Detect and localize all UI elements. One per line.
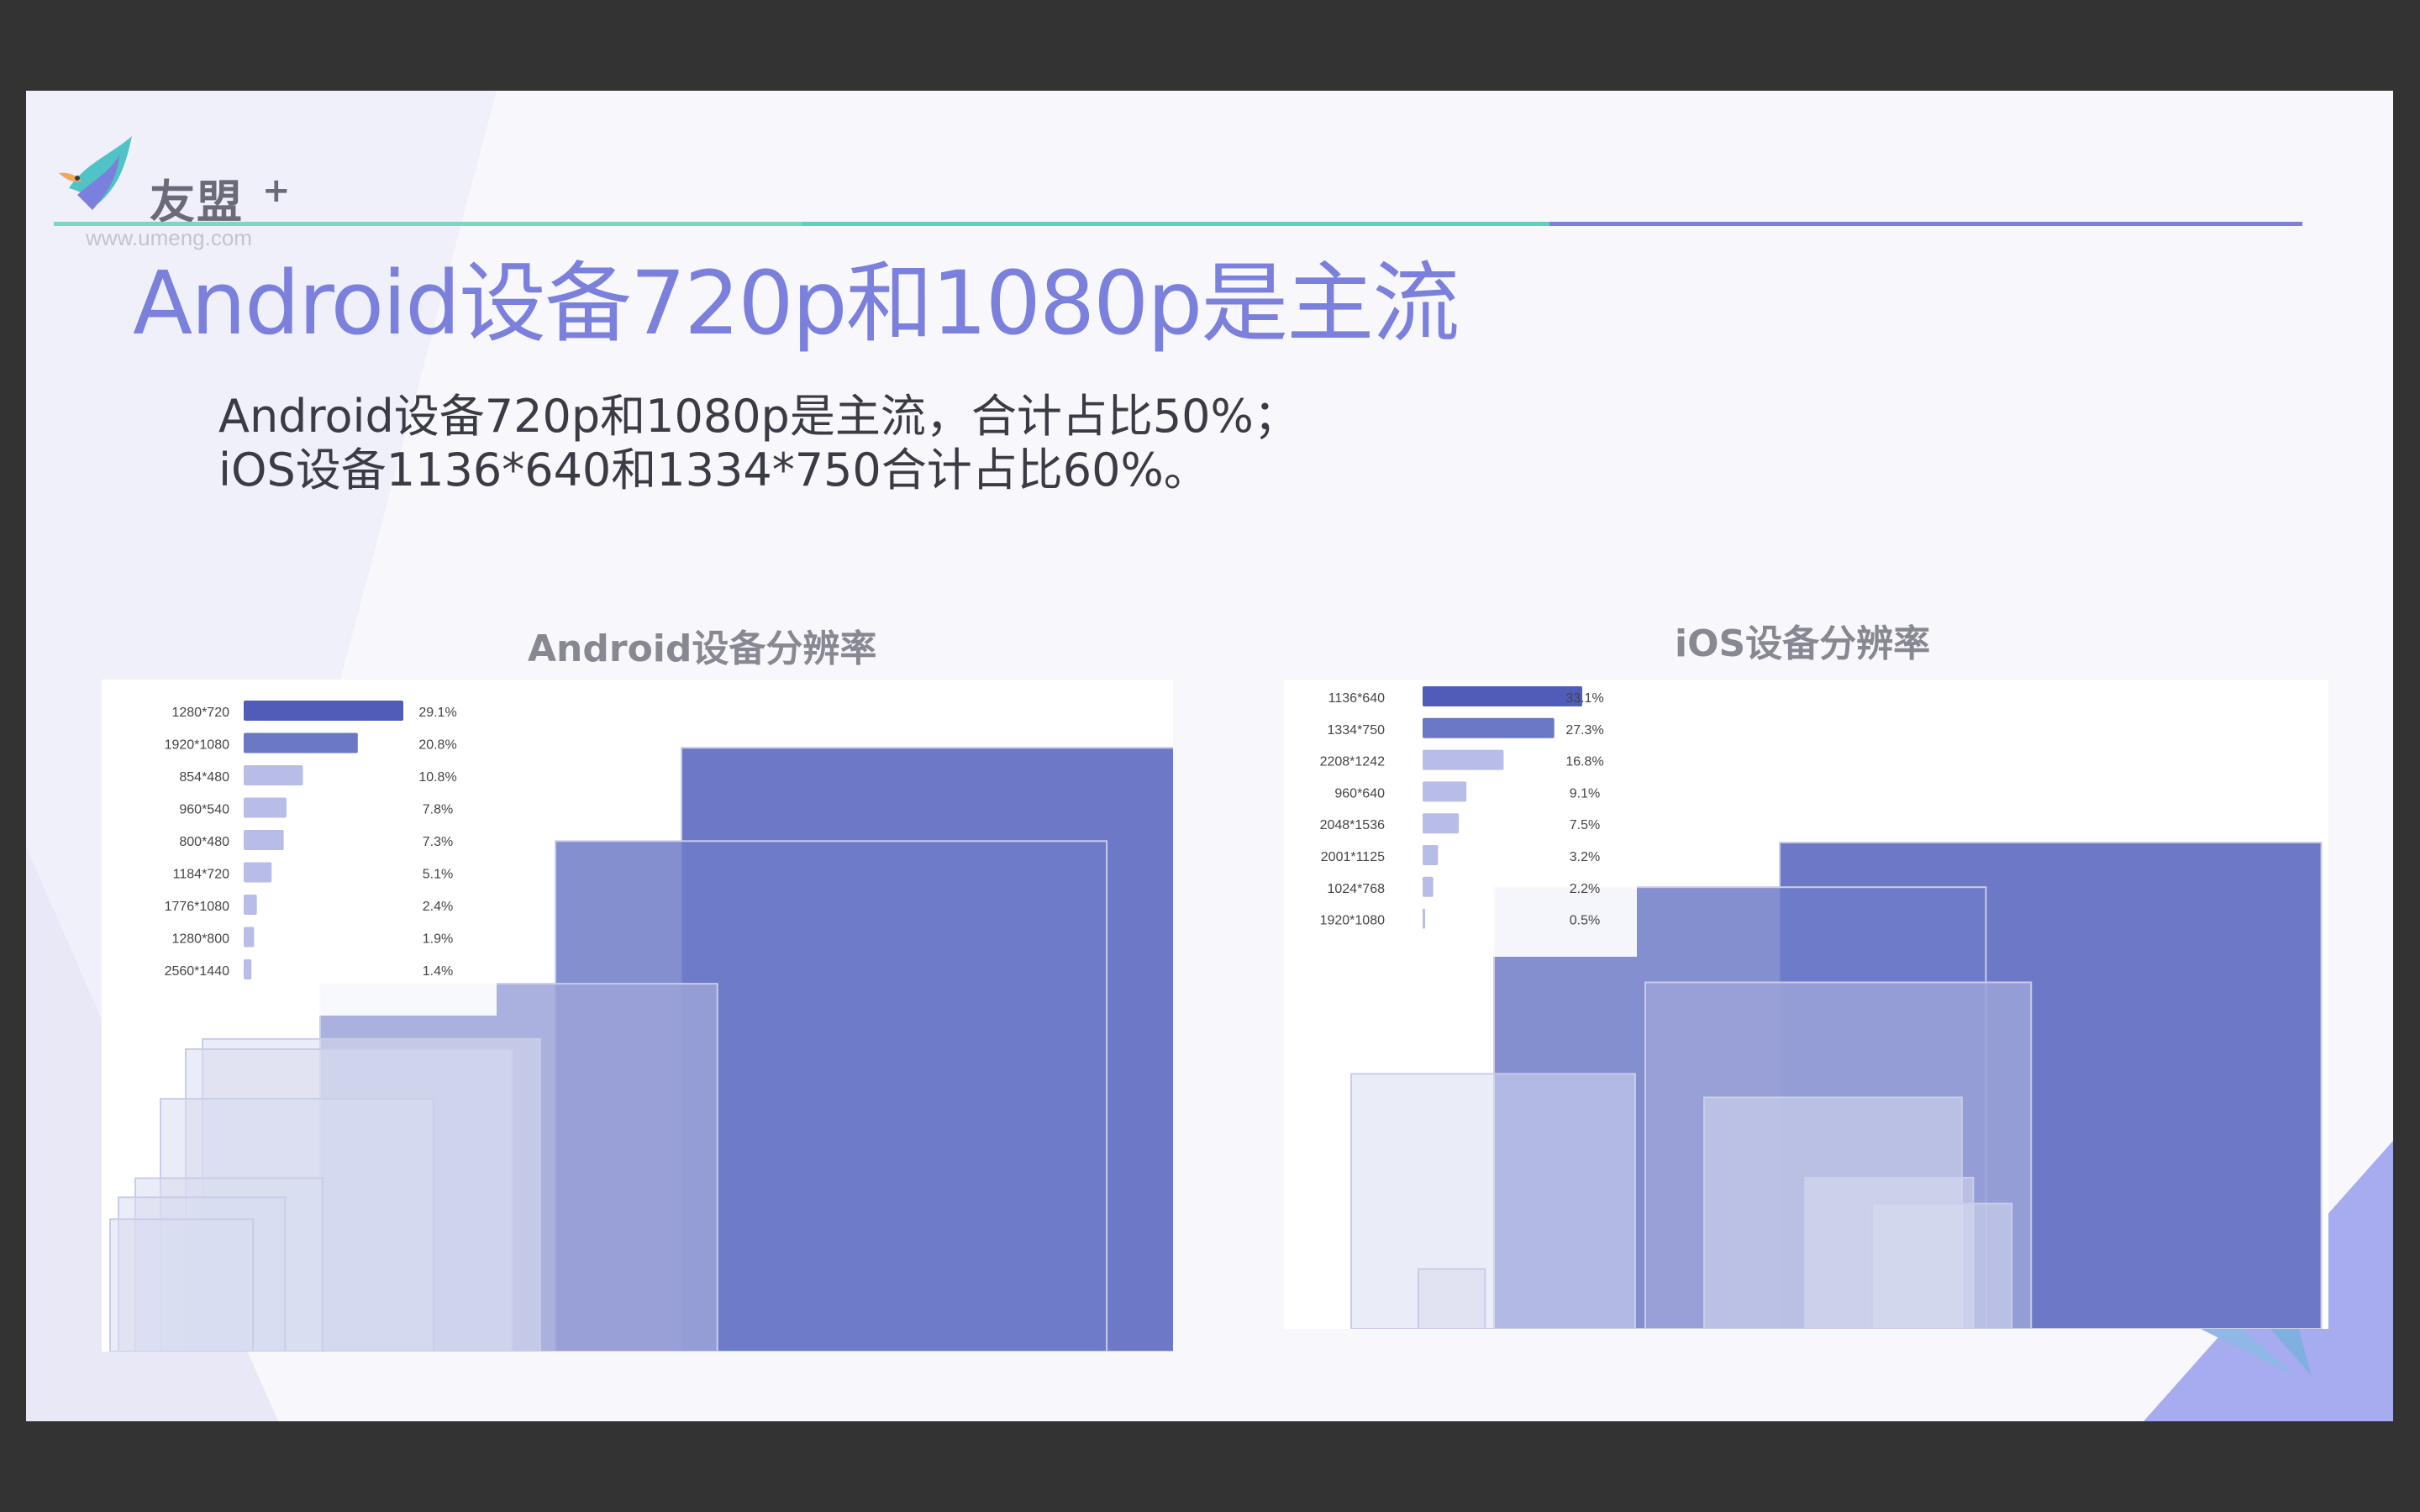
share-bar bbox=[244, 701, 403, 721]
share-value-label: 7.5% bbox=[1570, 818, 1600, 832]
ios-chart-title: iOS设备分辨率 bbox=[1675, 622, 1931, 665]
header-rule bbox=[54, 222, 2302, 226]
resolution-label: 2560*1440 bbox=[165, 964, 230, 979]
share-value-label: 29.1% bbox=[418, 706, 456, 720]
ios-resolution-chart: 1136*640 33.1% 1334*750 27.3% 2208*1242 16.8%… bbox=[1284, 680, 2328, 1329]
share-value-label: 0.5% bbox=[1570, 914, 1600, 928]
umeng-logo: 友盟 + www.umeng.com bbox=[52, 121, 304, 250]
logo-plus: + bbox=[262, 171, 292, 210]
resolution-label: 1280*720 bbox=[171, 706, 229, 720]
share-value-label: 1.9% bbox=[423, 932, 453, 947]
share-value-label: 2.4% bbox=[423, 900, 453, 914]
share-value-label: 27.3% bbox=[1565, 723, 1603, 738]
ios-chart-svg: 1136*640 33.1% 1334*750 27.3% 2208*1242 16.8%… bbox=[1284, 680, 2323, 1329]
resolution-label: 1280*800 bbox=[171, 932, 229, 947]
resolution-label: 1024*768 bbox=[1327, 882, 1385, 896]
android-resolution-chart: 1280*720 29.1% 1920*1080 20.8% 854*480 10.8% 9… bbox=[102, 680, 1173, 1352]
share-bar bbox=[244, 927, 255, 948]
share-value-label: 5.1% bbox=[423, 868, 453, 882]
resolution-label: 1184*720 bbox=[173, 868, 229, 882]
resolution-label: 800*480 bbox=[179, 835, 229, 849]
resolution-label: 2208*1242 bbox=[1320, 755, 1386, 769]
android-chart-title: Android设备分辨率 bbox=[528, 627, 877, 670]
share-bar bbox=[1423, 876, 1434, 897]
share-value-label: 10.8% bbox=[418, 770, 456, 785]
summary-text: Android设备720p和1080p是主流，合计占比50%； iOS设备113… bbox=[218, 390, 1299, 497]
bird-logo-icon bbox=[59, 136, 132, 210]
share-value-label: 16.8% bbox=[1565, 755, 1603, 769]
slide: 友盟 + www.umeng.com Android设备720p和1080p是主… bbox=[26, 91, 2393, 1421]
share-bar bbox=[1423, 813, 1460, 834]
share-bar bbox=[244, 765, 303, 785]
share-value-label: 20.8% bbox=[418, 738, 456, 753]
share-bar bbox=[1423, 781, 1467, 802]
share-value-label: 9.1% bbox=[1570, 786, 1600, 801]
resolution-card bbox=[109, 1218, 255, 1352]
resolution-label: 960*640 bbox=[1334, 786, 1385, 801]
resolution-label: 1776*1080 bbox=[165, 900, 230, 914]
share-bar bbox=[1423, 686, 1582, 706]
logo-brand: 友盟 bbox=[150, 176, 244, 228]
resolution-card bbox=[1350, 1073, 1636, 1329]
resolution-label: 960*540 bbox=[179, 803, 229, 817]
share-value-label: 2.2% bbox=[1570, 882, 1600, 896]
share-bar bbox=[1423, 717, 1555, 738]
share-bar bbox=[244, 830, 284, 850]
resolution-label: 854*480 bbox=[179, 770, 229, 785]
share-bar bbox=[1423, 908, 1425, 929]
resolution-card bbox=[1871, 1202, 2013, 1329]
resolution-label: 1920*1080 bbox=[165, 738, 230, 753]
share-value-label: 7.3% bbox=[423, 835, 453, 849]
share-value-label: 7.8% bbox=[423, 803, 453, 817]
share-bar bbox=[1423, 845, 1439, 865]
share-bar bbox=[244, 862, 272, 883]
resolution-label: 1136*640 bbox=[1328, 691, 1385, 706]
share-bar bbox=[1423, 749, 1504, 770]
resolution-label: 1920*1080 bbox=[1320, 914, 1386, 928]
resolution-label: 2048*1536 bbox=[1320, 818, 1386, 832]
share-value-label: 33.1% bbox=[1565, 691, 1603, 706]
share-value-label: 1.4% bbox=[423, 964, 453, 979]
share-value-label: 3.2% bbox=[1570, 850, 1600, 864]
resolution-label: 1334*750 bbox=[1327, 723, 1385, 738]
share-bar bbox=[244, 895, 257, 915]
page-title: Android设备720p和1080p是主流 bbox=[133, 252, 1460, 354]
share-bar bbox=[244, 797, 287, 818]
logo-url: www.umeng.com bbox=[86, 225, 252, 250]
resolution-label: 2001*1125 bbox=[1321, 850, 1385, 864]
resolution-card bbox=[1418, 1268, 1486, 1329]
share-bar bbox=[244, 732, 358, 753]
summary-line-ios: iOS设备1136*640和1334*750合计占比60%。 bbox=[218, 444, 1209, 496]
android-chart-svg: 1280*720 29.1% 1920*1080 20.8% 854*480 10.8% 9… bbox=[102, 680, 1173, 1352]
summary-line-android: Android设备720p和1080p是主流，合计占比50%； bbox=[218, 390, 1299, 443]
share-bar bbox=[244, 959, 252, 979]
